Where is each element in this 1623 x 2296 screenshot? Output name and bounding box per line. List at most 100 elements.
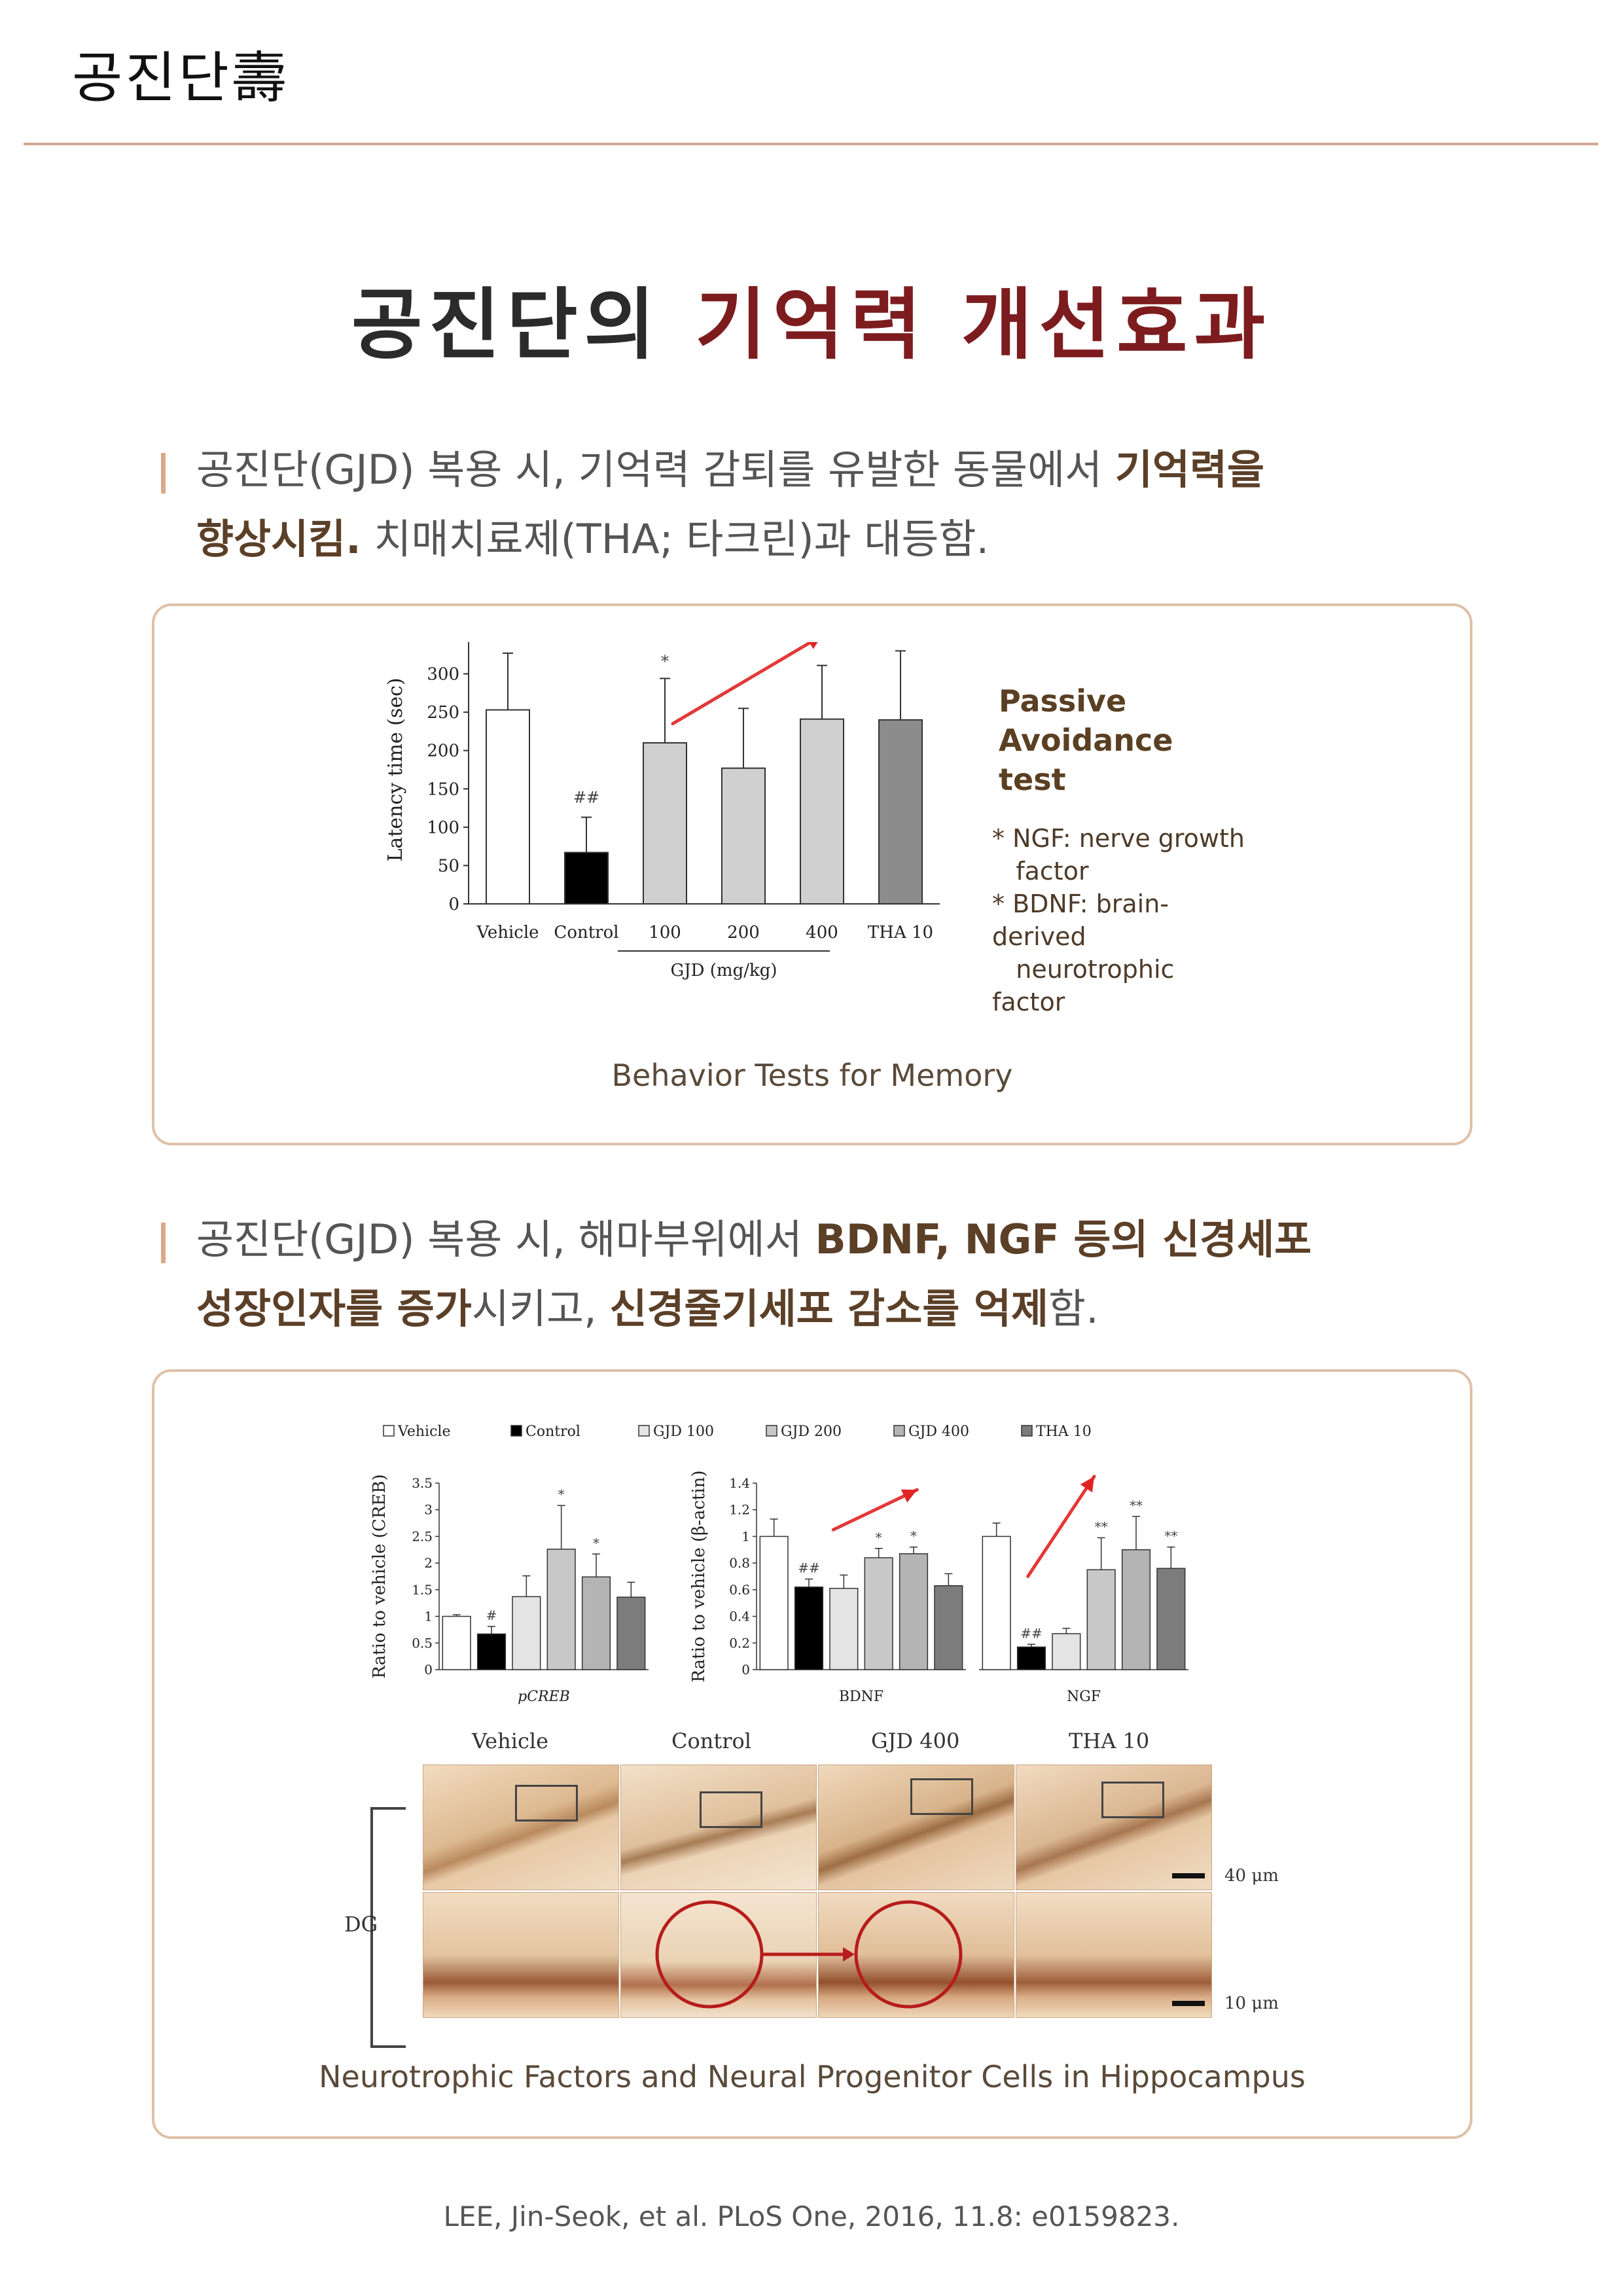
y-tick-label: 0.2 bbox=[729, 1635, 750, 1651]
bar bbox=[864, 1557, 893, 1670]
protein-bar-charts: Vehicle Control GJD 100 GJD 200 GJD 400 THA 1… bbox=[370, 1424, 1188, 1705]
bar bbox=[1086, 1569, 1116, 1670]
scale-label-bottom: 10 μm bbox=[1224, 1994, 1279, 2013]
note-line-1: * NGF: nerve growth bbox=[992, 824, 1245, 853]
bar bbox=[878, 719, 923, 905]
legend-label: Control bbox=[526, 1424, 580, 1440]
y-tick-label: 0.4 bbox=[729, 1609, 750, 1624]
bar bbox=[934, 1585, 963, 1670]
s2-l2-c: 신경줄기세포 감소를 억제 bbox=[609, 1285, 1049, 1333]
bar bbox=[512, 1596, 541, 1670]
section1-marker bbox=[161, 453, 166, 493]
page-title: 공진단의 기억력 개선효과 bbox=[0, 262, 1623, 374]
group-label: NGF bbox=[1067, 1689, 1101, 1705]
bdnf-trend-arrow-head bbox=[901, 1489, 918, 1503]
x-tick-label: Vehicle bbox=[476, 923, 539, 942]
legend-swatch bbox=[893, 1425, 905, 1437]
abbreviation-notes: * NGF: nerve growth factor * BDNF: brain… bbox=[992, 822, 1245, 1018]
trend-arrow-head bbox=[809, 642, 818, 649]
significance-mark: * bbox=[876, 1530, 882, 1545]
hist-top-control bbox=[620, 1765, 817, 1890]
test-title-line-3: test bbox=[999, 762, 1066, 797]
bar bbox=[759, 1535, 789, 1670]
legend-swatch bbox=[510, 1425, 522, 1437]
x-tick-label: 100 bbox=[649, 923, 681, 942]
latency-bar-chart: 0 50 100 150 200 250 300 350 Latency time (sec) V… bbox=[384, 642, 940, 980]
x-axis-label: GJD (mg/kg) bbox=[670, 961, 777, 980]
dg-label: DG bbox=[344, 1912, 378, 1937]
bar bbox=[982, 1535, 1011, 1670]
hist-col-gjd400: GJD 400 bbox=[871, 1729, 960, 1753]
significance-mark: ## bbox=[798, 1560, 820, 1576]
s2-l2-b: 시키고, bbox=[471, 1285, 610, 1333]
y-tick-label: 250 bbox=[427, 703, 459, 723]
title-part-1: 공진단의 bbox=[351, 279, 696, 370]
comparison-arrow-head bbox=[843, 1947, 855, 1962]
y-tick-label: 0 bbox=[424, 1662, 433, 1677]
significance-mark: ** bbox=[1130, 1498, 1143, 1513]
legend-label: GJD 400 bbox=[908, 1424, 969, 1440]
test-title-line-1: Passive bbox=[999, 683, 1127, 719]
bar bbox=[899, 1553, 929, 1670]
bar bbox=[721, 767, 766, 905]
y-tick-label: 1 bbox=[424, 1609, 433, 1624]
significance-mark: * bbox=[593, 1535, 599, 1551]
bar bbox=[564, 852, 609, 905]
bar bbox=[1052, 1633, 1081, 1670]
legend-label: GJD 200 bbox=[781, 1424, 842, 1440]
zoom-box bbox=[1101, 1782, 1164, 1818]
dg-bracket bbox=[370, 1807, 406, 2048]
y-tick-label: 3.5 bbox=[412, 1475, 433, 1491]
y-tick-label: 350 bbox=[427, 642, 459, 646]
scale-label-top: 40 μm bbox=[1224, 1866, 1279, 1886]
hist-top-gjd400 bbox=[818, 1765, 1014, 1890]
legend-swatch bbox=[1021, 1425, 1033, 1437]
legend-label: Vehicle bbox=[397, 1424, 450, 1440]
s1-l1-b: 기억력을 bbox=[1115, 446, 1265, 493]
y-axis-label: Ratio to vehicle (β-actin) bbox=[689, 1470, 709, 1682]
bar bbox=[1016, 1646, 1046, 1670]
section2-text: 공진단(GJD) 복용 시, 해마부위에서 BDNF, NGF 등의 신경세포 … bbox=[196, 1205, 1505, 1344]
x-tick-label: Control bbox=[554, 923, 618, 942]
section2-marker bbox=[161, 1223, 166, 1263]
section1-line-1: 공진단(GJD) 복용 시, 기억력 감퇴를 유발한 동물에서 기억력을 bbox=[196, 435, 1505, 505]
s2-l1-b: BDNF, NGF 등의 신경세포 bbox=[815, 1215, 1312, 1263]
note-line-6: factor bbox=[992, 988, 1065, 1016]
y-tick-label: 2.5 bbox=[412, 1528, 433, 1544]
y-tick-label: 0.6 bbox=[729, 1582, 750, 1598]
legend-swatch bbox=[383, 1425, 395, 1437]
histology-column-labels: Vehicle Control GJD 400 THA 10 bbox=[433, 1729, 1218, 1755]
y-tick-label: 3 bbox=[424, 1502, 433, 1518]
bar bbox=[1121, 1549, 1151, 1670]
legend-swatch bbox=[638, 1425, 650, 1437]
panel1-caption: Behavior Tests for Memory bbox=[611, 1058, 1013, 1093]
significance-mark: ## bbox=[573, 789, 599, 807]
note-line-4: derived bbox=[992, 922, 1086, 951]
zoom-box bbox=[515, 1785, 578, 1821]
hist-bottom-vehicle bbox=[423, 1892, 619, 2018]
bar bbox=[1156, 1568, 1186, 1670]
ngf-trend-arrow bbox=[1026, 1475, 1096, 1578]
title-part-2: 기억력 개선효과 bbox=[695, 279, 1272, 370]
histology-overlay bbox=[655, 1873, 1205, 2009]
y-tick-label: 1.4 bbox=[729, 1475, 750, 1491]
significance-mark: ** bbox=[893, 642, 908, 643]
hist-top-tha10 bbox=[1016, 1765, 1212, 1890]
legend-label: GJD 100 bbox=[653, 1424, 714, 1440]
header-divider bbox=[24, 143, 1598, 145]
y-tick-label: 100 bbox=[427, 818, 459, 838]
y-tick-label: 50 bbox=[438, 856, 459, 876]
test-title: Passive Avoidance test bbox=[999, 681, 1173, 799]
y-tick-label: 1.5 bbox=[412, 1582, 433, 1598]
y-tick-label: 0.5 bbox=[412, 1635, 433, 1651]
zoom-box bbox=[910, 1778, 973, 1815]
s1-l2-a: 향상시킴. bbox=[196, 515, 361, 563]
y-axis-label: Ratio to vehicle (CREB) bbox=[370, 1474, 389, 1678]
bdnf-trend-arrow bbox=[831, 1488, 919, 1532]
highlight-circle-gjd400 bbox=[854, 1900, 963, 2009]
behavior-test-panel: 0 50 100 150 200 250 300 350 Latency time (sec) V… bbox=[152, 603, 1472, 1145]
hist-col-vehicle: Vehicle bbox=[472, 1729, 549, 1753]
y-tick-label: 150 bbox=[427, 780, 459, 799]
s1-l1-a: 공진단(GJD) 복용 시, 기억력 감퇴를 유발한 동물에서 bbox=[196, 446, 1115, 493]
significance-mark: ** bbox=[1164, 1528, 1177, 1544]
